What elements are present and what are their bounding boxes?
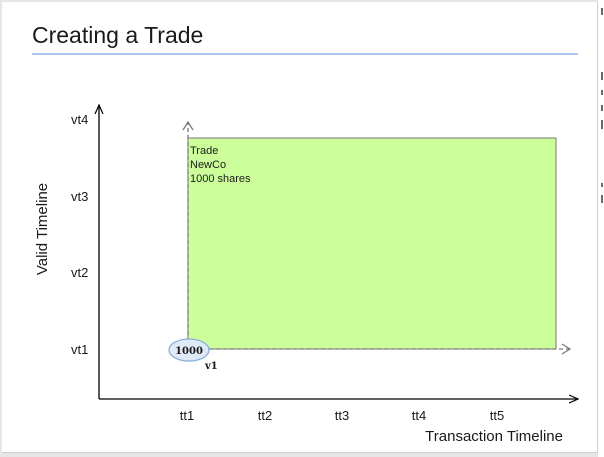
adjacent-slide-edge bbox=[598, 0, 604, 457]
y-tick-label: vt3 bbox=[71, 189, 88, 204]
x-tick-label: tt5 bbox=[490, 408, 504, 423]
x-tick-label: tt2 bbox=[258, 408, 272, 423]
x-tick-label: tt1 bbox=[180, 408, 194, 423]
trade-line: 1000 shares bbox=[190, 173, 251, 185]
x-tick-label: tt3 bbox=[335, 408, 349, 423]
x-axis-title: Transaction Timeline bbox=[425, 428, 563, 445]
x-tick-label: tt4 bbox=[412, 408, 426, 423]
version-label: v1 bbox=[204, 361, 218, 372]
y-tick-label: vt4 bbox=[71, 112, 88, 127]
trade-line: NewCo bbox=[190, 159, 226, 171]
version-marker bbox=[168, 338, 210, 362]
y-tick-label: vt1 bbox=[71, 342, 88, 357]
slide-title: Creating a Trade bbox=[32, 22, 204, 48]
version-value: 1000 bbox=[175, 346, 203, 357]
title-underline bbox=[32, 53, 578, 55]
trade-record-box bbox=[187, 137, 557, 350]
y-axis-title: Valid Timeline bbox=[34, 183, 51, 275]
trade-line: Trade bbox=[190, 145, 218, 157]
y-tick-label: vt2 bbox=[71, 265, 88, 280]
